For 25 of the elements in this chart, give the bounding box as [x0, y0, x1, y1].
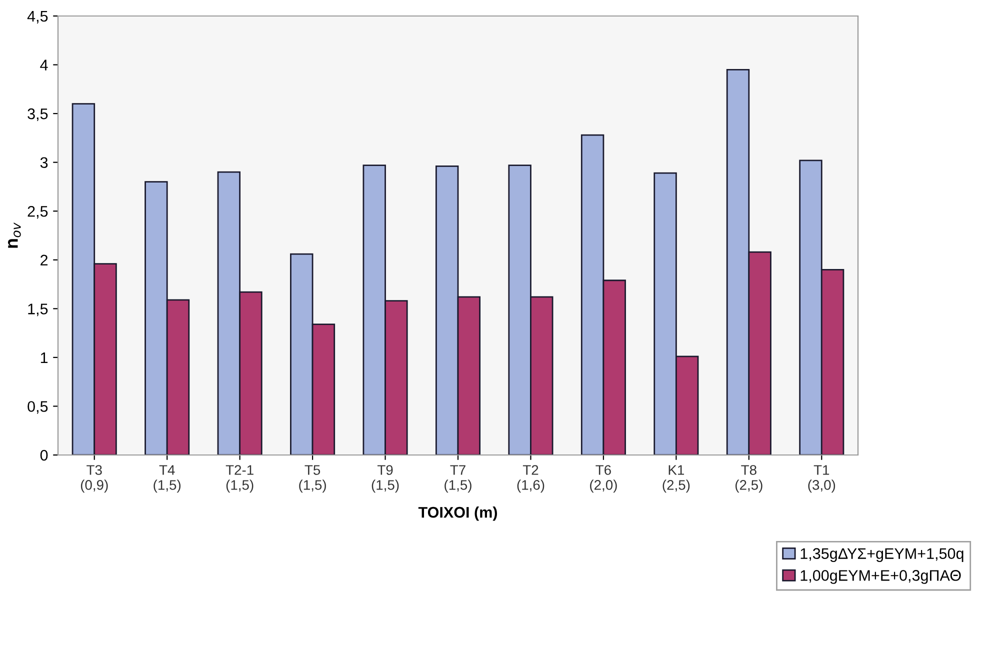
y-axis-title: n$_{ov}$: [8, 222, 21, 248]
legend-label: 1,00gΕΥΜ+Ε+0,3gΠΑΘ: [800, 570, 961, 584]
x-tick-label: T2-1 (1,5): [226, 465, 254, 493]
y-tick-label: 4,5: [27, 11, 48, 24]
x-tick-label: T3 (0,9): [80, 465, 108, 493]
x-tick-label: T1 (3,0): [808, 465, 836, 493]
y-tick-label: 1: [40, 352, 48, 363]
x-tick-label: T6 (2,0): [590, 465, 617, 493]
y-tick-label: 3,5: [28, 108, 48, 122]
x-tick-label: K1 (2,5): [662, 465, 690, 493]
y-tick-label: 2,5: [28, 206, 48, 219]
y-tick-label: 0,5: [28, 401, 48, 414]
x-axis-title: ΤΟΙΧΟΙ (m): [418, 506, 497, 521]
y-tick-label: 2: [40, 254, 48, 266]
legend-label: 1,35gΔΥΣ+gΕΥΜ+1,50q: [800, 548, 964, 562]
y-tick-label: 0: [40, 450, 48, 461]
y-tick-label: 4: [40, 60, 48, 70]
y-tick-label: 1,5: [28, 304, 48, 316]
x-tick-label: T4 (1,5): [154, 465, 181, 493]
x-tick-label: T2 (1,6): [517, 465, 544, 493]
x-tick-label: T7 (1,5): [444, 465, 472, 493]
y-tick-label: 3: [40, 157, 48, 168]
x-tick-label: T8 (2,5): [735, 465, 762, 493]
x-tick-label: T9 (1,5): [372, 465, 399, 493]
x-tick-label: T5 (1,5): [299, 465, 326, 493]
